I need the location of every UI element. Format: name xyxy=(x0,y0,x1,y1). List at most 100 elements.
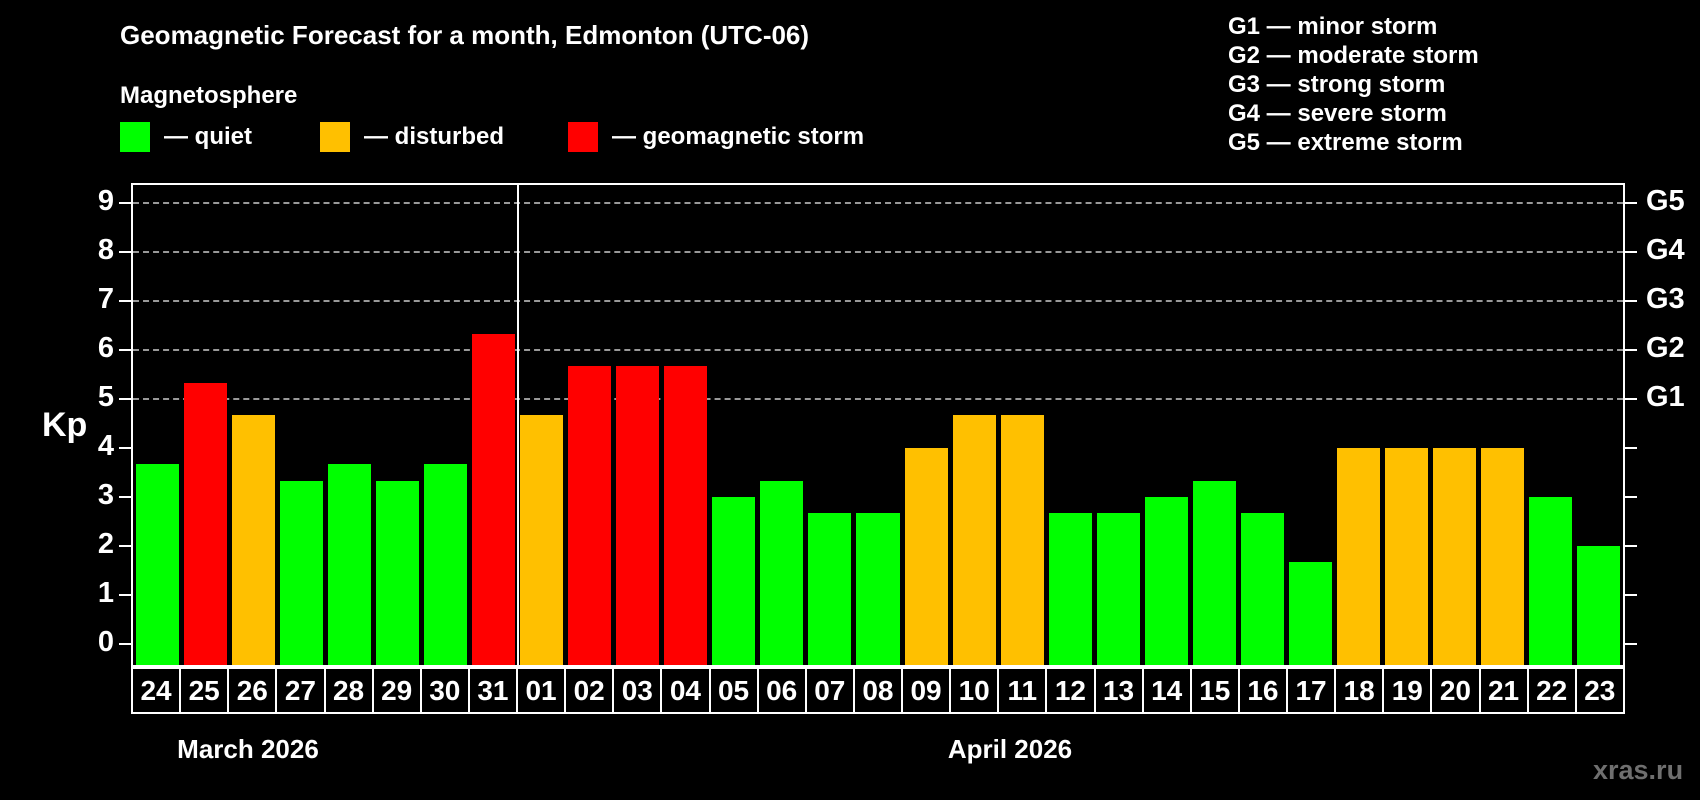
g-level-label-G1: G1 xyxy=(1646,381,1685,413)
storm-swatch-icon xyxy=(568,122,598,152)
y-tick-label-2: 2 xyxy=(97,528,114,560)
day-label-07: 07 xyxy=(804,667,853,714)
day-label-09: 09 xyxy=(901,667,950,714)
day-label-10: 10 xyxy=(949,667,998,714)
right-tick-kp7 xyxy=(1625,300,1637,302)
month-label-march: March 2026 xyxy=(177,734,319,764)
left-tick-kp1 xyxy=(119,594,131,596)
disturbed-swatch-icon xyxy=(320,122,350,152)
month-separator-line xyxy=(516,185,519,665)
left-tick-kp6 xyxy=(119,349,131,351)
kp-bar-30 xyxy=(423,464,467,665)
day-label-31: 31 xyxy=(467,667,516,714)
day-label-03: 03 xyxy=(612,667,661,714)
day-label-14: 14 xyxy=(1141,667,1190,714)
y-tick-label-6: 6 xyxy=(97,332,114,364)
day-label-13: 13 xyxy=(1093,667,1142,714)
kp-bar-29 xyxy=(375,480,419,665)
kp-bar-03 xyxy=(616,366,660,665)
chart-subtitle: Magnetosphere xyxy=(120,82,298,109)
kp-bar-10 xyxy=(952,415,996,665)
y-tick-label-3: 3 xyxy=(97,479,114,511)
kp-bar-12 xyxy=(1048,513,1092,665)
day-label-25: 25 xyxy=(179,667,228,714)
right-tick-kp1 xyxy=(1625,594,1637,596)
right-tick-kp5 xyxy=(1625,398,1637,400)
day-label-17: 17 xyxy=(1286,667,1335,714)
left-tick-kp2 xyxy=(119,545,131,547)
left-tick-kp8 xyxy=(119,251,131,253)
day-label-23: 23 xyxy=(1574,667,1623,714)
day-label-22: 22 xyxy=(1526,667,1575,714)
kp-bar-18 xyxy=(1337,448,1381,665)
day-label-26: 26 xyxy=(227,667,276,714)
left-tick-kp3 xyxy=(119,496,131,498)
right-tick-kp8 xyxy=(1625,251,1637,253)
storm-scale-line: G1 — minor storm xyxy=(1228,13,1438,40)
right-tick-kp9 xyxy=(1625,202,1637,204)
storm-scale-line: G5 — extreme storm xyxy=(1228,129,1463,156)
kp-bar-06 xyxy=(760,480,804,665)
storm-scale-line: G2 — moderate storm xyxy=(1228,42,1479,69)
day-label-24: 24 xyxy=(131,667,180,714)
gridline-kp5 xyxy=(133,398,1623,400)
g-level-label-G3: G3 xyxy=(1646,283,1685,315)
kp-bar-26 xyxy=(231,415,275,665)
day-label-01: 01 xyxy=(516,667,565,714)
quiet-swatch-icon xyxy=(120,122,150,152)
day-label-16: 16 xyxy=(1237,667,1286,714)
day-label-18: 18 xyxy=(1334,667,1383,714)
day-label-11: 11 xyxy=(997,667,1046,714)
day-label-28: 28 xyxy=(323,667,372,714)
kp-bar-24 xyxy=(135,464,179,665)
page-title: Geomagnetic Forecast for a month, Edmont… xyxy=(120,20,810,50)
gridline-kp7 xyxy=(133,300,1623,302)
gridline-kp8 xyxy=(133,251,1623,253)
right-tick-kp3 xyxy=(1625,496,1637,498)
g-level-label-G5: G5 xyxy=(1646,185,1685,217)
right-tick-kp4 xyxy=(1625,447,1637,449)
day-label-06: 06 xyxy=(756,667,805,714)
y-tick-label-1: 1 xyxy=(97,577,114,609)
kp-bar-14 xyxy=(1144,497,1188,665)
y-tick-label-7: 7 xyxy=(97,283,114,315)
kp-bar-20 xyxy=(1433,448,1477,665)
kp-bar-04 xyxy=(664,366,708,665)
y-tick-label-9: 9 xyxy=(97,185,114,217)
g-level-label-G4: G4 xyxy=(1646,234,1685,266)
storm-scale-line: G4 — severe storm xyxy=(1228,100,1447,127)
day-label-12: 12 xyxy=(1045,667,1094,714)
right-tick-kp2 xyxy=(1625,545,1637,547)
kp-bar-08 xyxy=(856,513,900,665)
kp-bar-16 xyxy=(1240,513,1285,665)
gridline-kp9 xyxy=(133,202,1623,204)
day-label-30: 30 xyxy=(419,667,468,714)
kp-bar-13 xyxy=(1096,513,1140,665)
day-label-04: 04 xyxy=(660,667,709,714)
legend-label: — disturbed xyxy=(364,123,505,150)
kp-bar-05 xyxy=(712,497,756,665)
gridline-kp6 xyxy=(133,349,1623,351)
y-tick-label-5: 5 xyxy=(97,381,114,413)
left-tick-kp9 xyxy=(119,202,131,204)
legend-item-storm: — geomagnetic storm xyxy=(568,122,864,152)
watermark-link[interactable]: xras.ru xyxy=(1593,755,1684,785)
g-level-label-G2: G2 xyxy=(1646,332,1685,364)
kp-bar-22 xyxy=(1529,497,1573,665)
kp-bar-21 xyxy=(1481,448,1525,665)
kp-bar-15 xyxy=(1192,480,1236,665)
month-label-april: April 2026 xyxy=(947,734,1073,764)
right-tick-kp0 xyxy=(1625,643,1637,645)
kp-bar-19 xyxy=(1385,448,1429,665)
x-axis-day-labels: 24 25 26 27 28 29 30 31 01 02 03 04 05 06 07 08 09 10 11 12… xyxy=(131,667,1625,714)
right-tick-kp6 xyxy=(1625,349,1637,351)
kp-bar-23 xyxy=(1577,546,1621,665)
kp-bar-27 xyxy=(279,480,323,665)
kp-bar-11 xyxy=(1000,415,1044,665)
kp-bar-31 xyxy=(471,333,515,665)
day-label-05: 05 xyxy=(708,667,757,714)
day-label-27: 27 xyxy=(275,667,324,714)
day-label-21: 21 xyxy=(1478,667,1527,714)
left-tick-kp7 xyxy=(119,300,131,302)
day-label-15: 15 xyxy=(1189,667,1238,714)
